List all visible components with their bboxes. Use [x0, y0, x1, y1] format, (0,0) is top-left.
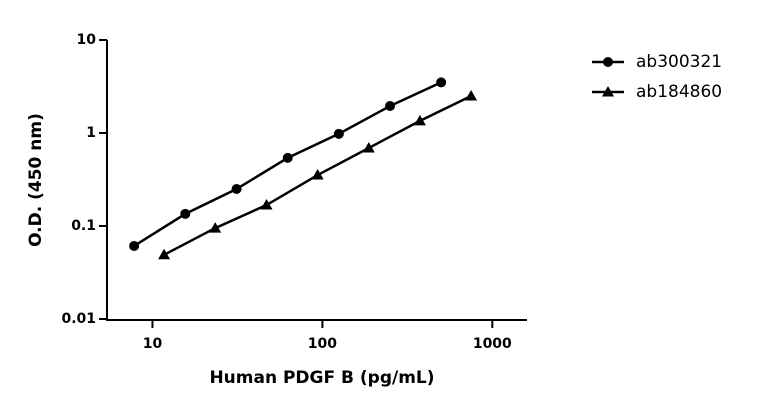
- marker: [129, 240, 140, 251]
- marker: [333, 128, 344, 139]
- marker: [413, 114, 426, 126]
- legend-label: ab300321: [636, 52, 722, 72]
- x-tick-label: 1000: [473, 336, 512, 352]
- x-tick-label: 10: [143, 336, 163, 352]
- y-tick-label: 10: [77, 32, 97, 48]
- legend-marker: [603, 57, 613, 67]
- y-axis-title: O.D. (450 nm): [26, 113, 46, 247]
- y-tick-label: 0.1: [71, 218, 96, 234]
- x-tick-label: 100: [308, 336, 337, 352]
- marker: [385, 101, 396, 112]
- legend-marker: [602, 86, 614, 97]
- legend-label: ab184860: [636, 82, 722, 102]
- marker: [158, 248, 171, 260]
- marker: [180, 208, 191, 219]
- marker: [282, 152, 293, 163]
- marker: [209, 222, 222, 233]
- y-tick-label: 1: [86, 125, 96, 141]
- marker: [362, 141, 375, 153]
- series-line: [133, 81, 442, 248]
- y-tick-label: 0.01: [61, 311, 96, 327]
- marker: [260, 199, 273, 210]
- x-axis-title: Human PDGF B (pg/mL): [209, 368, 434, 388]
- marker: [311, 169, 324, 180]
- marker: [231, 183, 242, 194]
- marker: [465, 89, 478, 101]
- marker: [436, 77, 447, 88]
